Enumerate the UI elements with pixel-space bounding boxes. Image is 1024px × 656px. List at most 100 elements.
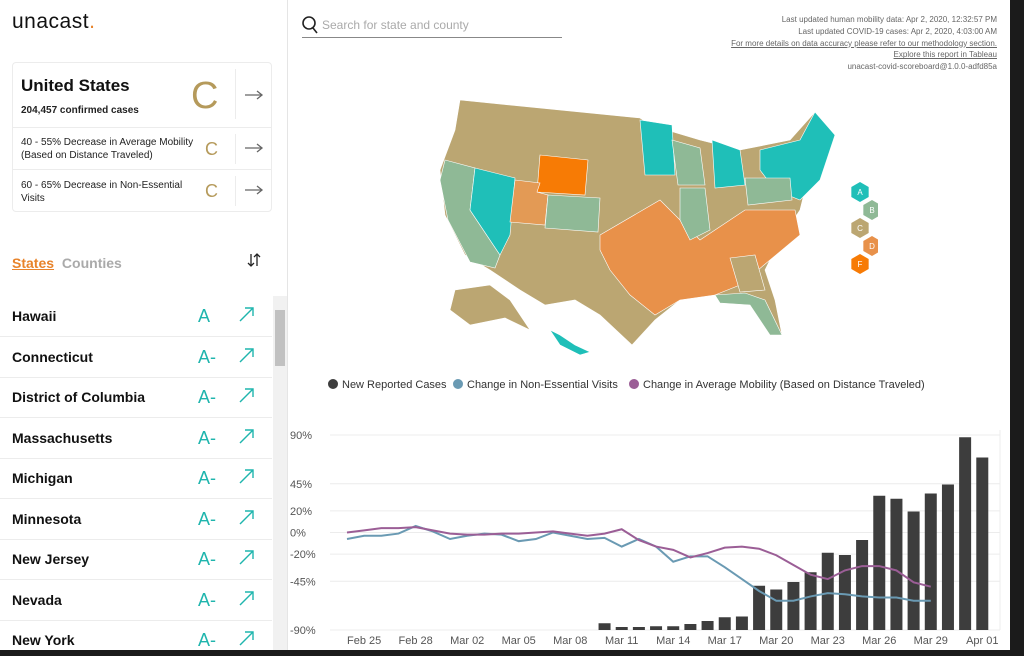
legend-marker xyxy=(453,379,463,389)
side-panel: unacast. United States 204,457 confirmed… xyxy=(0,0,288,650)
window-frame xyxy=(1010,0,1024,656)
state-row[interactable]: Minnesota A- xyxy=(0,499,272,540)
trend-icon[interactable] xyxy=(238,589,256,607)
state-name: New York xyxy=(12,632,75,648)
bar xyxy=(890,498,903,630)
metric-row[interactable]: 40 - 55% Decrease in Average Mobility (B… xyxy=(13,127,271,170)
trend-stroke xyxy=(239,469,254,484)
bar xyxy=(650,626,663,630)
trend-head xyxy=(245,550,254,559)
map-region[interactable] xyxy=(714,292,783,336)
summary-title: United States xyxy=(21,76,130,95)
x-tick-label: Mar 08 xyxy=(553,635,587,647)
map-region[interactable] xyxy=(536,154,589,196)
x-tick-label: Mar 29 xyxy=(914,635,948,647)
legend-grade: C xyxy=(857,224,863,233)
logo[interactable]: unacast. xyxy=(12,10,95,34)
bar xyxy=(701,621,714,630)
state-row[interactable]: New York A- xyxy=(0,620,272,650)
trend-stroke xyxy=(239,388,254,403)
window-frame xyxy=(0,650,1024,656)
trend-icon[interactable] xyxy=(238,629,256,647)
legend-hex xyxy=(851,254,869,274)
metric-row[interactable]: 60 - 65% Decrease in Non-Essential Visit… xyxy=(13,169,271,212)
trend-icon[interactable] xyxy=(238,386,256,404)
x-tick-label: Feb 25 xyxy=(347,635,381,647)
map-region[interactable] xyxy=(671,139,706,186)
map-region[interactable] xyxy=(544,194,601,233)
legend-grade: A xyxy=(857,188,863,197)
trend-stroke xyxy=(239,591,254,605)
map-region[interactable] xyxy=(449,284,531,331)
y-tick-label: 20% xyxy=(290,506,312,518)
info-line[interactable]: Explore this report in Tableau xyxy=(893,50,997,60)
state-row[interactable]: Massachusetts A- xyxy=(0,418,272,459)
trend-icon[interactable] xyxy=(238,346,256,364)
bar xyxy=(941,484,954,630)
bar xyxy=(787,582,800,630)
trend-icon[interactable] xyxy=(238,305,256,323)
trend-icon[interactable] xyxy=(238,508,256,526)
tab[interactable]: States xyxy=(12,255,55,271)
legend-grade: B xyxy=(869,206,874,215)
trend-stroke xyxy=(239,429,254,443)
state-name: Minnesota xyxy=(12,510,82,527)
arrow-icon[interactable] xyxy=(244,184,264,196)
info-line: Last updated COVID-19 cases: Apr 2, 2020… xyxy=(798,26,997,36)
state-grade: A- xyxy=(198,427,216,448)
state-row[interactable]: District of Columbia A- xyxy=(0,377,272,418)
map-region[interactable] xyxy=(639,119,676,176)
state-name: District of Columbia xyxy=(12,389,146,405)
trend-head xyxy=(245,469,254,478)
scrollbar[interactable] xyxy=(273,296,287,650)
x-tick-label: Apr 01 xyxy=(966,635,998,647)
scroll-thumb[interactable] xyxy=(275,310,285,366)
search-box[interactable] xyxy=(302,14,562,38)
info-line[interactable]: For more details on data accuracy please… xyxy=(731,38,997,48)
bar xyxy=(838,555,851,630)
bar xyxy=(684,624,697,630)
state-name: Massachusetts xyxy=(12,429,113,446)
map-region[interactable] xyxy=(729,254,766,293)
bar xyxy=(735,616,748,630)
state-grade: A- xyxy=(198,468,216,488)
map-region[interactable] xyxy=(549,329,591,356)
state-row[interactable]: Hawaii A xyxy=(0,296,272,337)
trend-head xyxy=(245,631,254,640)
state-row[interactable]: New Jersey A- xyxy=(0,539,272,580)
x-tick-label: Mar 02 xyxy=(450,635,484,647)
search-icon xyxy=(302,16,318,34)
arrow-icon[interactable] xyxy=(244,89,264,101)
state-row[interactable]: Nevada A- xyxy=(0,580,272,621)
x-tick-label: Mar 17 xyxy=(708,635,742,647)
divider xyxy=(235,176,236,206)
sort-icon[interactable] xyxy=(246,252,262,268)
state-row[interactable]: Michigan A- xyxy=(0,458,272,499)
map-region[interactable] xyxy=(679,187,711,241)
bar xyxy=(856,540,869,630)
y-tick-label: 90% xyxy=(290,430,312,442)
map-region[interactable] xyxy=(744,177,793,206)
map-region[interactable] xyxy=(469,167,516,256)
y-tick-label: 45% xyxy=(290,479,312,491)
trend-icon[interactable] xyxy=(238,427,256,445)
x-tick-label: Mar 05 xyxy=(502,635,536,647)
bar xyxy=(598,623,611,630)
summary-card[interactable]: United States 204,457 confirmed cases C … xyxy=(12,62,272,212)
state-row[interactable]: Connecticut A- xyxy=(0,337,272,378)
legend-grade: D xyxy=(869,242,875,251)
trend-stroke xyxy=(239,550,254,565)
legend-hex xyxy=(863,200,878,220)
arrow-icon[interactable] xyxy=(244,142,264,154)
divider xyxy=(235,134,236,164)
trend-icon[interactable] xyxy=(238,467,256,485)
trend-icon[interactable] xyxy=(238,548,256,566)
trend-head xyxy=(245,428,254,438)
map-region[interactable] xyxy=(711,139,746,189)
y-tick-label: -20% xyxy=(290,549,316,561)
bar xyxy=(804,572,817,630)
tab[interactable]: Counties xyxy=(61,255,122,271)
legend-label: Change in Non-Essential Visits xyxy=(467,379,618,391)
divider xyxy=(235,69,236,119)
